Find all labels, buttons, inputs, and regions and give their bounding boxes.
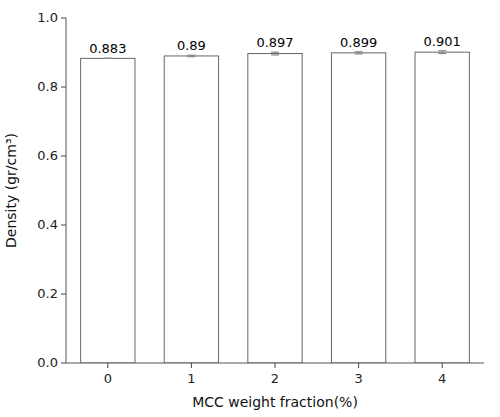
y-tick-label: 0.0 xyxy=(37,355,58,370)
y-tick xyxy=(61,156,66,157)
x-tick-label: 0 xyxy=(104,371,112,386)
data-label: 0.883 xyxy=(89,41,126,56)
error-bar xyxy=(271,52,279,55)
bar xyxy=(331,53,385,363)
y-tick xyxy=(61,87,66,88)
y-tick xyxy=(61,294,66,295)
data-label: 0.89 xyxy=(177,38,206,53)
error-bar xyxy=(355,52,363,54)
y-axis: 0.0 0.2 0.4 0.6 0.8 1.0 xyxy=(37,10,66,370)
y-tick xyxy=(61,225,66,226)
y-tick xyxy=(61,363,66,364)
bars xyxy=(81,51,470,363)
x-tick-label: 4 xyxy=(438,371,446,386)
x-tick xyxy=(358,363,359,368)
bar xyxy=(248,54,302,363)
data-label: 0.897 xyxy=(256,35,293,50)
x-tick-label: 3 xyxy=(354,371,362,386)
y-axis-label: Density (gr/cm³) xyxy=(3,133,19,248)
x-tick xyxy=(107,363,108,368)
x-tick-label: 2 xyxy=(271,371,279,386)
y-tick-label: 0.2 xyxy=(37,286,58,301)
x-axis-label: MCC weight fraction(%) xyxy=(192,394,358,410)
data-label: 0.901 xyxy=(424,34,461,49)
chart: 0.0 0.2 0.4 0.6 0.8 1.0 0.883 0.89 0.897 0.899 0.9… xyxy=(0,0,500,417)
error-bar xyxy=(187,55,195,56)
x-axis: 0 1 2 3 4 xyxy=(104,363,447,386)
x-tick xyxy=(275,363,276,368)
y-tick-label: 1.0 xyxy=(37,10,58,25)
error-bar xyxy=(104,58,112,59)
bar xyxy=(164,56,218,363)
y-tick-label: 0.6 xyxy=(37,148,58,163)
y-axis-line xyxy=(66,18,67,363)
data-label: 0.899 xyxy=(340,35,377,50)
x-tick xyxy=(442,363,443,368)
bar xyxy=(415,52,469,363)
y-tick xyxy=(61,18,66,19)
x-tick xyxy=(191,363,192,368)
x-tick-label: 1 xyxy=(187,371,195,386)
y-tick-label: 0.4 xyxy=(37,217,58,232)
y-tick-label: 0.8 xyxy=(37,79,58,94)
bar xyxy=(81,58,135,363)
data-labels: 0.883 0.89 0.897 0.899 0.901 xyxy=(89,34,461,57)
error-bar xyxy=(438,51,446,54)
